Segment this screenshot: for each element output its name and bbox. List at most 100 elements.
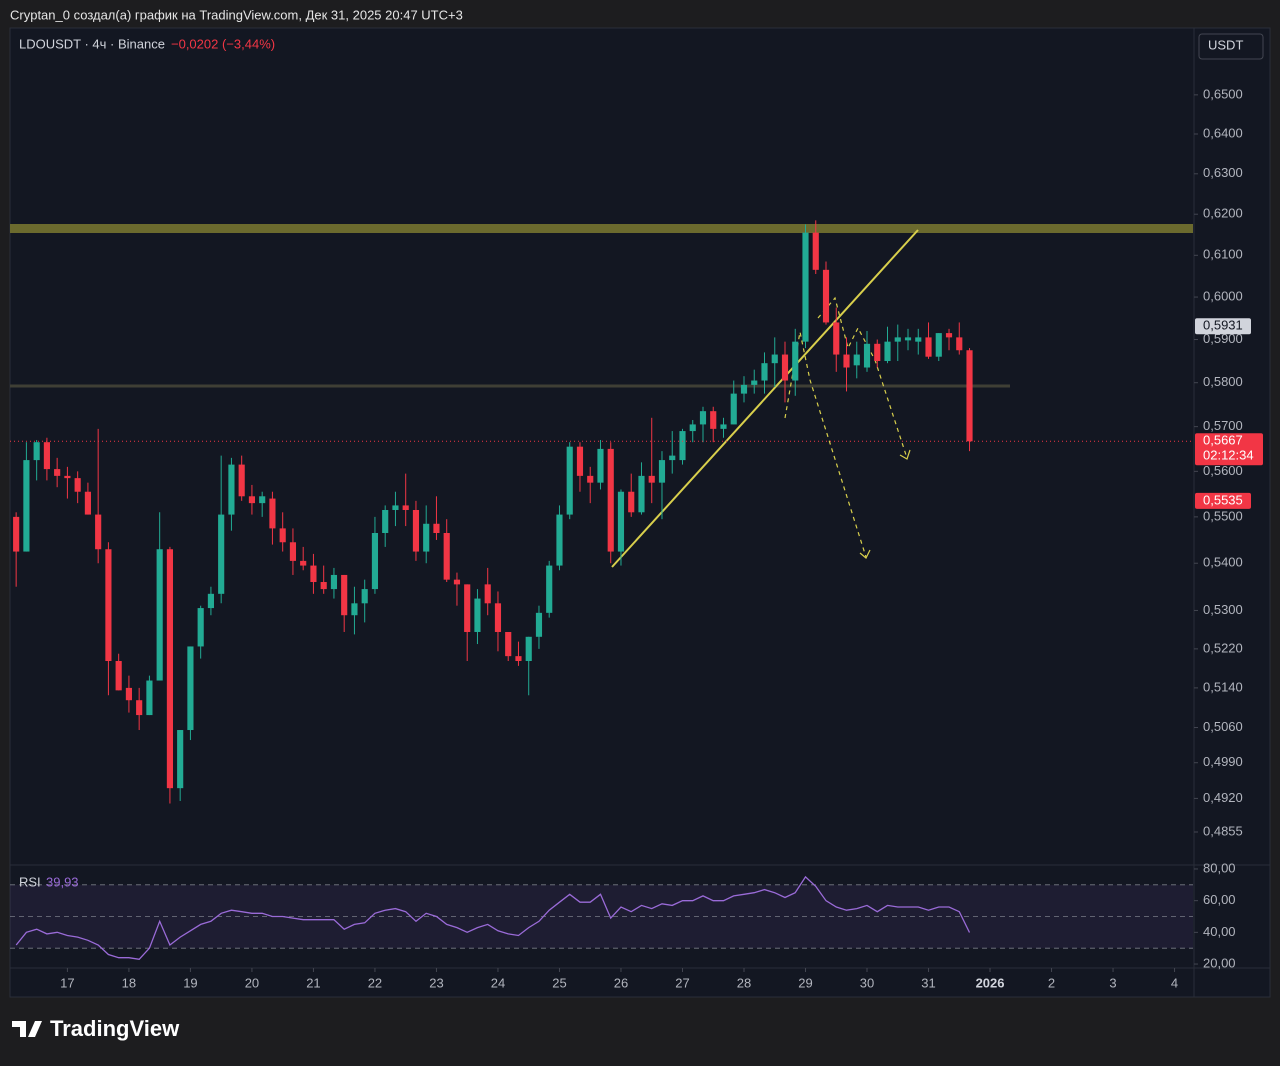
candle-body	[751, 380, 758, 385]
candle-body	[259, 496, 266, 504]
candle-body	[576, 446, 584, 476]
arrow-head	[859, 549, 871, 559]
y-tick-label: 60,00	[1203, 892, 1236, 907]
candle-body	[484, 584, 491, 604]
x-tick-label: 4	[1171, 975, 1178, 990]
candle-body	[351, 603, 358, 616]
rsi-band	[10, 884, 1193, 949]
candle-body	[33, 442, 40, 461]
candle-body	[382, 509, 389, 534]
y-tick-label: 0,5400	[1203, 555, 1243, 570]
candle-body	[617, 491, 625, 552]
x-tick-label: 20	[245, 975, 259, 990]
x-tick-label: 26	[614, 975, 628, 990]
y-tick-label: 0,6000	[1203, 288, 1243, 303]
x-tick-label: 29	[798, 975, 812, 990]
x-tick-label: 24	[491, 975, 505, 990]
rsi-value: 39,93	[46, 874, 79, 889]
candle-body	[433, 523, 440, 534]
candle-body	[402, 505, 409, 510]
candle-body	[474, 598, 481, 632]
currency[interactable]: USDT	[1208, 37, 1243, 52]
y-tick-label: 0,5900	[1203, 331, 1243, 346]
x-tick-label: 19	[183, 975, 197, 990]
candle-body	[638, 475, 645, 513]
candle-body	[218, 514, 225, 594]
chart-panel	[9, 27, 1271, 998]
candle-body	[587, 475, 594, 483]
candle-body	[494, 603, 502, 632]
logo: TradingView	[12, 1016, 180, 1041]
x-tick-label: 2026	[976, 975, 1005, 990]
candle-body	[197, 608, 204, 647]
candle-body	[904, 337, 912, 341]
y-tick-label: 0,5800	[1203, 374, 1243, 389]
y-tick-label: 20,00	[1203, 955, 1236, 970]
candle-body	[802, 232, 809, 342]
x-tick-label: 21	[306, 975, 320, 990]
x-tick-label: 28	[737, 975, 751, 990]
y-tick-label: 40,00	[1203, 924, 1236, 939]
candle-body	[935, 333, 942, 357]
y-tick-label: 0,4855	[1203, 823, 1243, 838]
candle-body	[23, 460, 30, 552]
resistance-zone	[10, 224, 1193, 233]
candle-body	[156, 549, 163, 681]
candle-body	[822, 269, 830, 323]
y-tick-label: 0,4990	[1203, 754, 1243, 769]
candle-body	[279, 528, 286, 543]
candle-body	[966, 350, 973, 442]
candle-body	[177, 730, 184, 789]
y-tick-label: 0,5140	[1203, 679, 1243, 694]
candle-body	[330, 574, 338, 590]
price-tag-label: 0,5535	[1203, 492, 1243, 507]
candle-body	[115, 661, 122, 691]
candle-body	[84, 491, 91, 515]
candle-body	[689, 424, 696, 432]
candle-body	[289, 542, 297, 561]
candle-body	[443, 533, 450, 580]
y-tick-label: 0,4920	[1203, 790, 1243, 805]
candle-body	[54, 469, 61, 476]
candle-body	[720, 424, 727, 429]
candle-body	[392, 505, 399, 510]
countdown: 02:12:34	[1203, 448, 1254, 463]
candle-body	[730, 393, 737, 425]
y-tick-label: 0,5300	[1203, 602, 1243, 617]
candle-body	[43, 442, 50, 470]
y-tick-label: 0,5600	[1203, 463, 1243, 478]
arrow-head	[899, 449, 911, 460]
candle-body	[248, 496, 256, 504]
candle-body	[853, 354, 860, 366]
x-tick-label: 25	[552, 975, 566, 990]
candle-body	[187, 646, 194, 731]
candle-body	[761, 363, 768, 381]
currency-box[interactable]	[1198, 33, 1264, 60]
x-tick-label: 31	[921, 975, 935, 990]
y-tick-label: 0,6500	[1203, 86, 1243, 101]
symbol: LDOUSDT · 4ч · Binance	[19, 36, 165, 51]
candle-body	[13, 516, 20, 552]
x-tick-label: 22	[368, 975, 382, 990]
candle-body	[525, 636, 532, 662]
y-tick-label: 0,6100	[1203, 247, 1243, 262]
y-tick-label: 0,6400	[1203, 125, 1243, 140]
candle-body	[648, 475, 655, 483]
candle-body	[207, 593, 215, 609]
rsi-name: RSI	[19, 874, 41, 889]
candle-body	[556, 514, 563, 566]
x-tick-label: 30	[860, 975, 874, 990]
candle-body	[238, 464, 245, 497]
y-tick-label: 0,5060	[1203, 719, 1243, 734]
candle-body	[423, 523, 430, 552]
candle-body	[956, 337, 963, 351]
candle-body	[515, 656, 522, 662]
candle-body	[228, 464, 235, 515]
y-tick-label: 0,5500	[1203, 508, 1243, 523]
last-price-tag	[1195, 433, 1263, 466]
logo-text: TradingView	[50, 1016, 180, 1041]
candle-body	[863, 343, 871, 368]
candle-body	[915, 337, 922, 342]
